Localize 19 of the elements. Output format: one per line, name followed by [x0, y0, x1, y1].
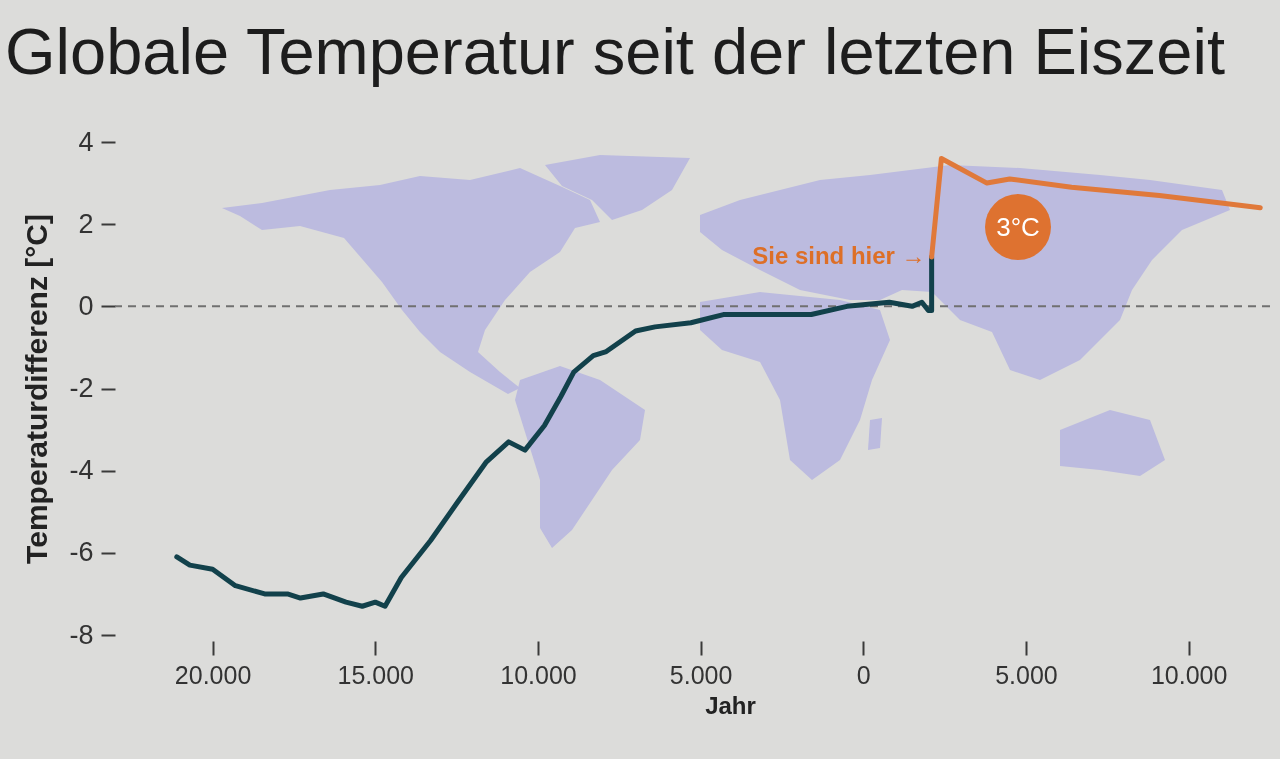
- x-tick-label: 5.000: [995, 660, 1058, 689]
- y-tick-label: 4: [78, 126, 94, 157]
- x-tick-label: 0: [856, 660, 871, 689]
- chart-title: Globale Temperatur seit der letzten Eiszeit: [5, 15, 1225, 88]
- y-tick-label: -6: [69, 537, 94, 568]
- y-tick-label: -8: [69, 619, 94, 650]
- x-tick-label: 20.000: [174, 660, 252, 689]
- y-tick-label: -4: [69, 455, 94, 486]
- y-tick-label: 0: [78, 290, 94, 321]
- annotation: Sie sind hier →: [752, 242, 926, 270]
- y-tick-label: 2: [78, 208, 94, 239]
- annotation: 3°C: [996, 211, 1040, 243]
- x-axis-title: Jahr: [705, 691, 756, 719]
- x-tick-label: 15.000: [337, 660, 415, 689]
- y-tick-label: -2: [69, 373, 94, 403]
- x-tick-label: 10.000: [1150, 660, 1228, 689]
- y-axis-title: Temperaturdifferenz [°C]: [19, 214, 53, 564]
- x-tick-label: 10.000: [500, 660, 577, 689]
- x-tick-label: 5.000: [669, 660, 733, 689]
